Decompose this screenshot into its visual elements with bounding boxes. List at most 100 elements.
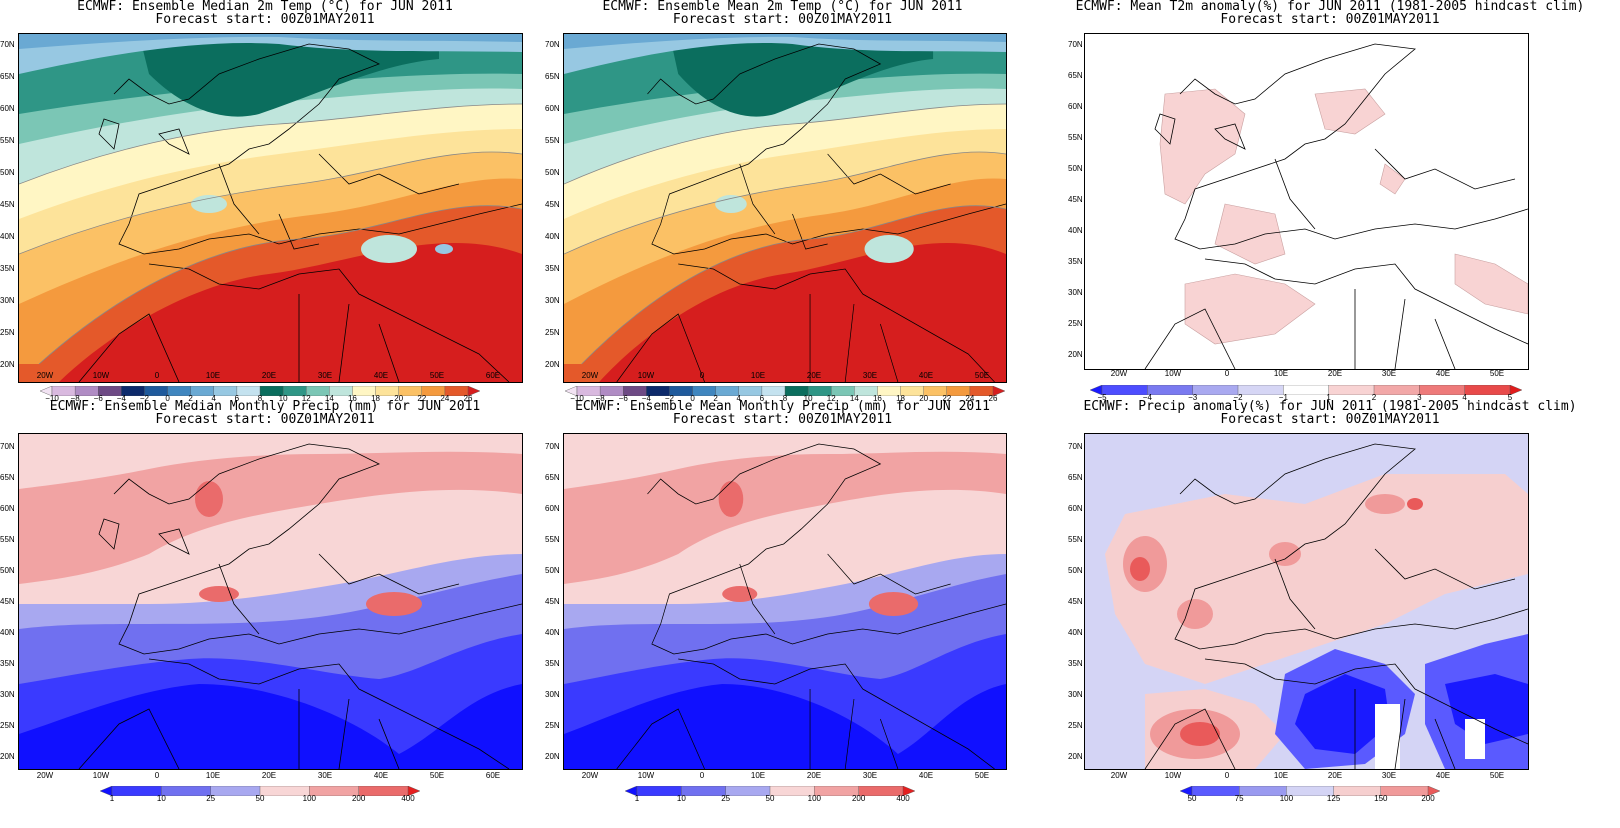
colorbar-label: 100 xyxy=(1279,794,1294,803)
panel-mean-precip: ECMWF: Ensemble Mean Monthly Precip (mm)… xyxy=(545,400,1020,828)
colorbar-label: 10 xyxy=(156,794,166,803)
panel-mean-temp: ECMWF: Ensemble Mean 2m Temp (°C) for JU… xyxy=(545,0,1020,410)
colorbar-label: 400 xyxy=(896,794,910,803)
lon-label: 60E xyxy=(485,371,501,380)
lat-label: 40N xyxy=(0,628,15,637)
colorbar-swatch xyxy=(1101,384,1149,396)
colorbar-label: 2 xyxy=(1371,393,1377,402)
colorbar-label: −3 xyxy=(1188,393,1198,402)
lat-label: 70N xyxy=(545,40,560,49)
colorbar-swatch xyxy=(1373,384,1421,396)
colorbar-label: 18 xyxy=(371,394,380,403)
lon-label: 0 xyxy=(154,371,160,380)
lon-label: 10E xyxy=(1273,369,1289,378)
colorbar: 50 75 100 125 150 200 xyxy=(1179,783,1441,805)
lat-label: 50N xyxy=(1068,566,1083,575)
colorbar: 1 10 25 50 100 200 400 xyxy=(624,783,916,805)
lat-label: 35N xyxy=(545,264,560,273)
colorbar-label: 8 xyxy=(782,394,788,403)
colorbar-swatch xyxy=(161,785,212,797)
colorbar-label: 20 xyxy=(919,394,929,403)
colorbar-swatch xyxy=(1147,384,1194,396)
colorbar-label: −6 xyxy=(618,394,628,403)
colorbar-swatch xyxy=(111,785,163,797)
panel-subtitle: Forecast start: 00Z01MAY2011 xyxy=(155,412,375,427)
colorbar-label: 50 xyxy=(255,794,265,803)
panel-median-precip: ECMWF: Ensemble Median Monthly Precip (m… xyxy=(0,400,530,828)
lon-label: 20E xyxy=(806,771,822,780)
colorbar-label: 125 xyxy=(1326,794,1341,803)
colorbar-label: 10 xyxy=(803,394,813,403)
lat-label: 60N xyxy=(0,104,15,113)
colorbar-label: −10 xyxy=(45,394,59,403)
lon-label: 10W xyxy=(92,771,110,780)
colorbar-strip xyxy=(1089,384,1523,396)
lon-label: 20W xyxy=(581,371,599,380)
lon-label: 10W xyxy=(1164,369,1182,378)
colorbar-label: 200 xyxy=(851,794,866,803)
lon-label: 40E xyxy=(918,771,934,780)
lon-label: 30E xyxy=(317,371,333,380)
lat-label: 35N xyxy=(1068,257,1083,266)
lat-label: 50N xyxy=(1068,164,1083,173)
lat-label: 65N xyxy=(545,72,560,81)
colorbar-label: −6 xyxy=(93,394,103,403)
lat-label: 35N xyxy=(0,264,15,273)
colorbar-label: −2 xyxy=(139,394,149,403)
colorbar-strip xyxy=(39,385,481,397)
colorbar-swatch xyxy=(407,785,421,797)
lon-label: 30E xyxy=(862,771,878,780)
lon-label: 40E xyxy=(1435,771,1451,780)
colorbar-label: 6 xyxy=(234,394,240,403)
colorbar-swatch xyxy=(1427,785,1441,797)
colorbar-label: 100 xyxy=(807,794,822,803)
colorbar-swatch xyxy=(1509,384,1523,396)
colorbar-label: 400 xyxy=(401,794,415,803)
colorbar-label: 8 xyxy=(257,394,263,403)
colorbar-label: −4 xyxy=(641,394,651,403)
panel-title: ECMWF: Precip anomaly(%) for JUN 2011 (1… xyxy=(1083,399,1577,414)
colorbar-strip xyxy=(1179,785,1441,797)
colorbar-swatch xyxy=(1237,384,1285,396)
colorbar-label: 10 xyxy=(278,394,288,403)
map-precip-anomaly xyxy=(1084,433,1529,770)
panel-title: ECMWF: Mean T2m anomaly(%) for JUN 2011 … xyxy=(1075,0,1585,14)
lon-label: 20W xyxy=(1110,369,1128,378)
colorbar-label: 1 xyxy=(634,794,640,803)
colorbar-swatch xyxy=(1192,384,1239,396)
lat-label: 65N xyxy=(1068,473,1083,482)
colorbar-label: 2 xyxy=(188,394,193,403)
lon-label: 20W xyxy=(36,371,54,380)
lon-label: 30E xyxy=(1381,771,1397,780)
colorbar-swatch xyxy=(1191,785,1240,797)
lat-label: 40N xyxy=(1068,628,1083,637)
lon-label: 20W xyxy=(581,771,599,780)
lat-label: 35N xyxy=(1068,659,1083,668)
colorbar-label: −8 xyxy=(595,394,605,403)
colorbar-label: 4 xyxy=(211,394,216,403)
lon-label: 10W xyxy=(1164,771,1182,780)
lon-label: 0 xyxy=(1224,771,1230,780)
colorbar-label: −4 xyxy=(1142,393,1152,402)
lat-label: 25N xyxy=(1068,319,1083,328)
lat-label: 45N xyxy=(0,200,15,209)
colorbar-label: 10 xyxy=(676,794,686,803)
colorbar-swatch xyxy=(725,785,771,797)
lat-label: 70N xyxy=(545,442,560,451)
lon-label: 20E xyxy=(1327,369,1343,378)
colorbar-label: −1 xyxy=(1278,393,1288,402)
colorbar-label: 2 xyxy=(713,394,718,403)
panel-subtitle: Forecast start: 00Z01MAY2011 xyxy=(155,12,375,27)
panel-title: ECMWF: Ensemble Median Monthly Precip (m… xyxy=(49,399,481,414)
lon-label: 20E xyxy=(261,371,277,380)
colorbar-strip xyxy=(99,785,421,797)
lon-label: 20E xyxy=(806,371,822,380)
lat-label: 25N xyxy=(545,721,560,730)
lat-label: 55N xyxy=(0,136,15,145)
panel-subtitle: Forecast start: 00Z01MAY2011 xyxy=(672,12,893,27)
map-median-precip xyxy=(18,433,523,770)
lon-label: 20W xyxy=(1110,771,1128,780)
lon-label: 10E xyxy=(205,371,221,380)
colorbar-label: 6 xyxy=(759,394,765,403)
lon-label: 40E xyxy=(373,371,389,380)
